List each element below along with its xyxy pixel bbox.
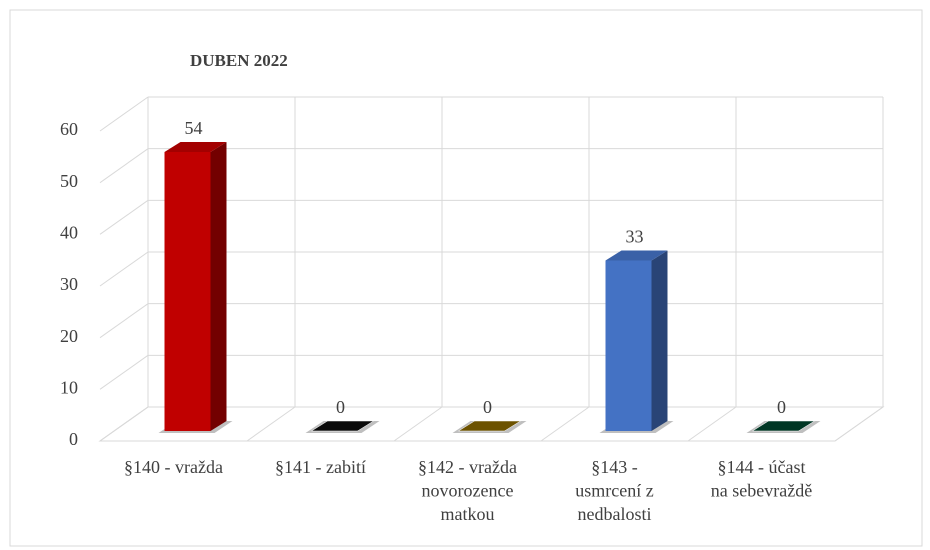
x-tick-label: §142 - vražda novorozence matkou [418,457,517,524]
side-grid-line [99,251,149,287]
value-label: 0 [336,397,345,417]
y-tick-label: 40 [60,222,78,242]
y-tick-label: 0 [69,429,78,449]
floor-grid [246,406,296,442]
side-grid-line [99,303,149,339]
floor-grid [687,406,737,442]
side-grid-line [99,148,149,184]
x-tick-label: §144 - účast na sebevraždě [711,457,812,500]
bar-top [164,142,227,152]
y-tick-label: 50 [60,171,78,191]
x-tick-label: §141 - zabití [275,457,366,477]
floor-grid [393,406,443,442]
bar-top [751,420,816,432]
x-tick-label: §143 -usmrcení z nedbalosti [575,457,653,524]
side-grid-line [99,199,149,235]
side-grid-line [99,96,149,132]
bar-top [310,420,375,432]
bar-top [457,420,522,432]
side-grid-line [99,406,149,442]
bar-top [605,250,668,261]
bar-side [651,250,668,431]
bar [605,260,652,431]
chart-frame [9,9,923,547]
bar-side [210,142,227,431]
floor-grid [540,406,590,442]
y-tick-label: 10 [60,377,78,397]
side-grid-line [99,354,149,390]
y-tick-label: 60 [60,119,78,139]
value-label: 0 [777,397,786,417]
value-label: 33 [626,227,644,247]
value-label: 54 [185,118,203,138]
floor-grid [834,406,884,442]
bar [164,152,211,431]
y-tick-label: 20 [60,326,78,346]
chart-title: DUBEN 2022 [190,51,288,70]
value-label: 0 [483,397,492,417]
x-tick-label: §140 - vražda [124,457,223,477]
y-tick-label: 30 [60,274,78,294]
